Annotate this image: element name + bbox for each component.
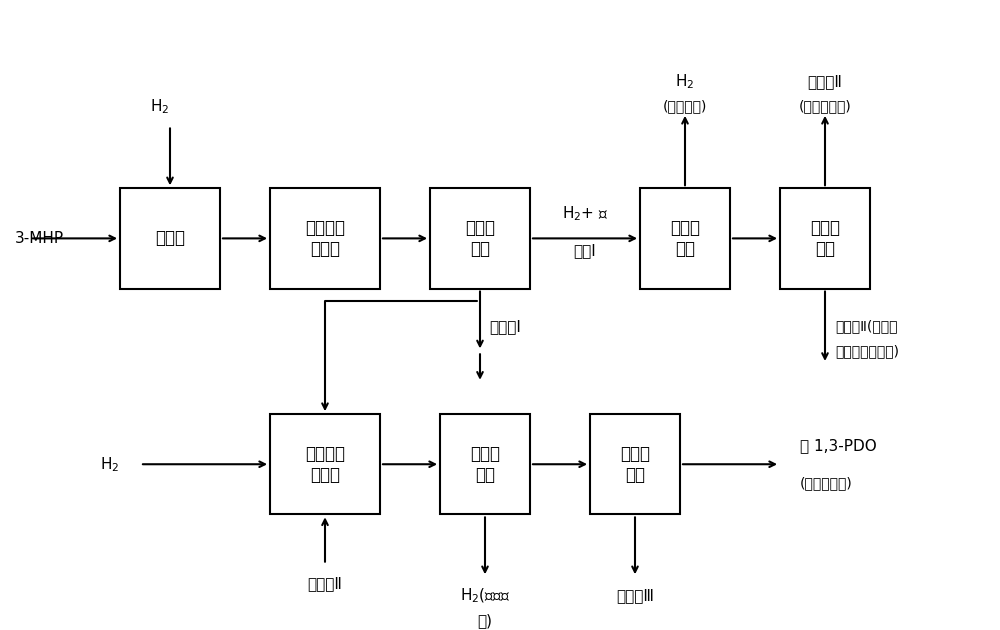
Text: 用): 用): [478, 614, 492, 629]
Text: 第二加氢反应器): 第二加氢反应器): [835, 345, 899, 358]
Text: H$_2$(循环使: H$_2$(循环使: [460, 587, 510, 605]
Text: 重组分Ⅱ: 重组分Ⅱ: [308, 576, 342, 591]
Text: (进一步分离): (进一步分离): [799, 100, 851, 113]
Text: 第二精
馏塔: 第二精 馏塔: [620, 445, 650, 484]
Text: 第一分
离罐: 第一分 离罐: [670, 219, 700, 258]
Text: H$_2$: H$_2$: [675, 72, 695, 91]
Text: 重组分Ⅱ(循环至: 重组分Ⅱ(循环至: [835, 319, 898, 333]
Text: H$_2$+ 轻: H$_2$+ 轻: [562, 204, 608, 222]
FancyBboxPatch shape: [430, 188, 530, 289]
Text: 重组分Ⅰ: 重组分Ⅰ: [489, 319, 521, 334]
Text: (循环使用): (循环使用): [663, 100, 707, 113]
FancyBboxPatch shape: [590, 414, 680, 515]
Text: H$_2$: H$_2$: [100, 455, 119, 474]
Text: 轻组分Ⅱ: 轻组分Ⅱ: [808, 74, 842, 89]
Text: 3-MHP: 3-MHP: [15, 231, 64, 246]
Text: 第二加氢
反应器: 第二加氢 反应器: [305, 445, 345, 484]
Text: 粗 1,3-PDO: 粗 1,3-PDO: [800, 438, 877, 453]
Text: 第一加氢
反应器: 第一加氢 反应器: [305, 219, 345, 258]
Text: (进一步精制): (进一步精制): [800, 476, 853, 490]
Text: 气液分
离器: 气液分 离器: [465, 219, 495, 258]
FancyBboxPatch shape: [780, 188, 870, 289]
Text: 组分Ⅰ: 组分Ⅰ: [574, 243, 596, 258]
FancyBboxPatch shape: [270, 414, 380, 515]
FancyBboxPatch shape: [640, 188, 730, 289]
Text: 气化塔: 气化塔: [155, 229, 185, 248]
Text: 第二分
离罐: 第二分 离罐: [470, 445, 500, 484]
Text: 第一精
馏塔: 第一精 馏塔: [810, 219, 840, 258]
Text: 轻组分Ⅲ: 轻组分Ⅲ: [616, 588, 654, 604]
FancyBboxPatch shape: [120, 188, 220, 289]
FancyBboxPatch shape: [440, 414, 530, 515]
Text: H$_2$: H$_2$: [150, 97, 170, 116]
FancyBboxPatch shape: [270, 188, 380, 289]
